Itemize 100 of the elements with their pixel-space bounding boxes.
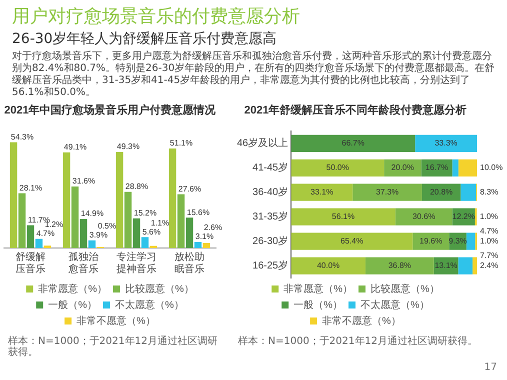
data-label: 31.6% bbox=[72, 176, 96, 186]
bar bbox=[62, 152, 70, 248]
data-label: 4.7% bbox=[36, 229, 55, 238]
chart-title: 2021年中国疗愈场景音乐用户付费意愿情况 bbox=[4, 104, 217, 117]
bar bbox=[460, 184, 476, 201]
bar bbox=[194, 242, 202, 248]
legend-label: 非常愿意（%） bbox=[38, 282, 108, 295]
data-label: 10.0% bbox=[480, 163, 503, 172]
text: 17 bbox=[484, 362, 497, 373]
bar bbox=[88, 240, 96, 248]
data-label: 15.6% bbox=[186, 208, 210, 217]
legend-label: 一般（%） bbox=[48, 300, 98, 311]
bar bbox=[168, 148, 176, 248]
chart-title: 2021年舒缓解压音乐不同年龄段付费意愿分析 bbox=[244, 104, 467, 117]
data-label: 51.1% bbox=[170, 138, 193, 148]
legend-label: 比较愿意（%） bbox=[125, 282, 194, 295]
bar bbox=[132, 218, 140, 248]
y-tick-label: 36-40岁 bbox=[252, 186, 288, 198]
data-label: 28.8% bbox=[125, 182, 148, 192]
data-label: 56.1% bbox=[332, 212, 355, 222]
data-label: 49.1% bbox=[64, 142, 87, 152]
data-label: 3.1% bbox=[195, 232, 214, 242]
data-label: 14.9% bbox=[80, 209, 104, 218]
bar bbox=[395, 208, 452, 226]
text: 26-30岁年轻人为舒缓解压音乐付费意愿高 bbox=[12, 30, 278, 48]
data-label: 49.3% bbox=[116, 142, 140, 152]
bar bbox=[458, 159, 477, 176]
bar bbox=[352, 184, 422, 201]
data-label: 4.7% bbox=[480, 226, 498, 236]
bar bbox=[365, 257, 434, 274]
text: 样本：N=1000；于2021年12月通过社区调研获得。 bbox=[8, 336, 218, 358]
bar bbox=[116, 152, 124, 248]
text: 对于疗愈场景音乐下，更多用户愿意为舒缓解压音乐和孤独治愈音乐付费，这两种音乐形式的累计付费意愿分别为82.4%和80.7%。特别是26-30岁年龄段的用户，在所有的四类疗愈音乐场景下的付费意愿都最高。在舒缓解压音乐品类中，31-35岁和41-45岁年龄段的用户，非常愿意为其付费的比例也比较高，分别达到了56.1%和50.0%。 bbox=[12, 51, 496, 99]
data-label: 33.3% bbox=[434, 138, 458, 148]
data-label: 2.6% bbox=[204, 223, 222, 232]
text: 样本：N=1000；于2021年12月通过社区调研获得。 bbox=[238, 336, 478, 347]
bar bbox=[291, 134, 416, 152]
data-label: 33.1% bbox=[310, 188, 334, 197]
data-label: 28.1% bbox=[19, 184, 42, 192]
y-tick-label: 31-35岁 bbox=[252, 210, 288, 223]
data-label: 5.6% bbox=[142, 227, 161, 236]
bar bbox=[141, 237, 149, 248]
data-label: 12.2% bbox=[452, 212, 475, 222]
bar bbox=[291, 232, 413, 250]
data-label: 50.0% bbox=[326, 163, 349, 172]
data-label: 13.1% bbox=[434, 260, 458, 270]
y-tick-label: 26-30岁 bbox=[252, 235, 288, 248]
x-tick-label: 孤独治愈音乐 bbox=[68, 250, 98, 275]
bar bbox=[80, 218, 88, 248]
data-label: 0.5% bbox=[98, 222, 116, 231]
legend-label: 一般（%） bbox=[294, 300, 343, 311]
data-label: 9.3% bbox=[448, 236, 467, 246]
bar bbox=[458, 257, 473, 274]
data-label: 65.4% bbox=[340, 236, 364, 246]
data-label: 36.8% bbox=[388, 260, 412, 270]
bar bbox=[466, 232, 476, 250]
bar bbox=[124, 192, 132, 248]
bar bbox=[291, 159, 384, 176]
bar bbox=[202, 242, 210, 248]
bar bbox=[26, 225, 34, 248]
data-label: 8.3% bbox=[480, 188, 498, 197]
data-label: 1.0% bbox=[480, 212, 498, 222]
data-label: 19.6% bbox=[420, 236, 442, 246]
data-label: 66.7% bbox=[342, 138, 364, 148]
data-label: 1.1% bbox=[150, 218, 170, 228]
data-label: 37.3% bbox=[376, 188, 399, 197]
bar bbox=[472, 257, 477, 274]
bar bbox=[412, 232, 450, 250]
legend-label: 比较愿意（%） bbox=[370, 282, 440, 295]
legend-label: 非常愿意（%） bbox=[284, 282, 353, 295]
y-tick-label: 46岁及以上 bbox=[237, 137, 288, 150]
legend-label: 不太愿意（%） bbox=[360, 298, 430, 311]
bar bbox=[415, 134, 477, 152]
data-label: 27.6% bbox=[178, 184, 202, 194]
data-label: 20.0% bbox=[391, 163, 414, 172]
bar bbox=[177, 194, 185, 248]
data-label: 7.7% bbox=[480, 250, 498, 260]
data-label: 20.8% bbox=[430, 188, 453, 197]
bar bbox=[71, 186, 79, 248]
data-label: 3.9% bbox=[89, 230, 108, 240]
bar bbox=[10, 142, 18, 248]
bar bbox=[291, 208, 396, 226]
bar bbox=[291, 257, 366, 274]
data-label: 15.2% bbox=[134, 208, 157, 218]
y-tick-label: 16-25岁 bbox=[252, 260, 288, 272]
x-tick-label: 舒缓解压音乐 bbox=[16, 250, 46, 275]
legend-label: 非常不愿意（%） bbox=[322, 314, 401, 327]
bar bbox=[18, 193, 26, 248]
x-tick-label: 专注学习提神音乐 bbox=[116, 250, 156, 275]
text: 用户对疗愈场景音乐的付费意愿分析 bbox=[12, 5, 301, 28]
bar bbox=[186, 218, 194, 248]
legend-label: 非常不愿意（%） bbox=[76, 314, 156, 327]
x-tick-label: 放松助眠音乐 bbox=[174, 250, 204, 275]
data-label: 54.3% bbox=[10, 132, 34, 142]
legend-label: 不太愿意（%） bbox=[115, 298, 184, 311]
bar bbox=[35, 238, 43, 248]
bar bbox=[452, 159, 458, 176]
bar bbox=[291, 184, 353, 201]
data-label: 30.6% bbox=[412, 212, 436, 222]
data-label: 1.0% bbox=[480, 236, 498, 246]
